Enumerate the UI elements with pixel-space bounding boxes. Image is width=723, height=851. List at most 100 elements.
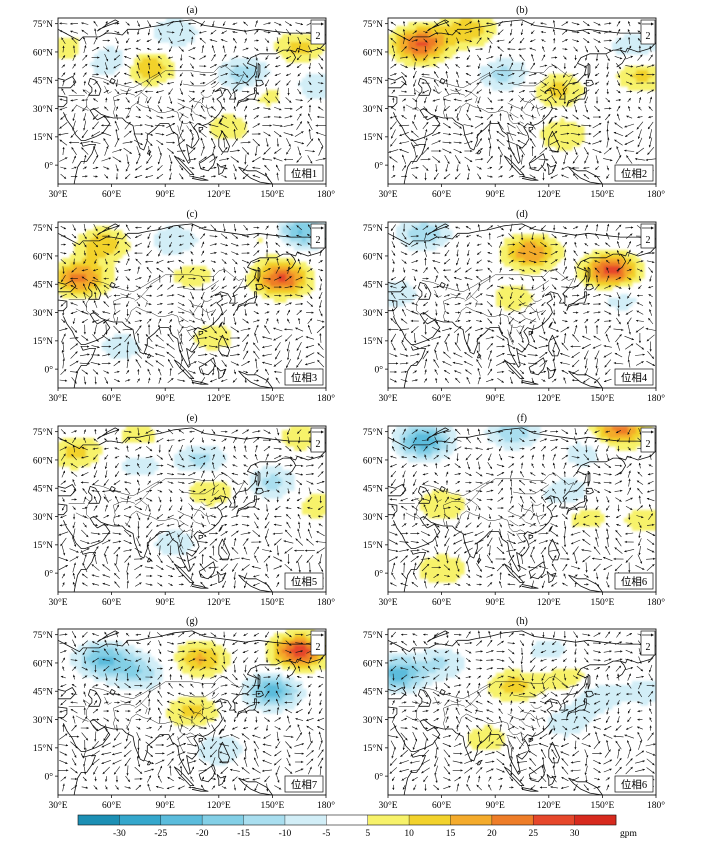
anomaly-cell: [420, 62, 425, 67]
anomaly-cell: [576, 270, 581, 275]
anomaly-cell: [70, 458, 75, 463]
anomaly-cell: [86, 234, 91, 239]
lat-tick-label: 15°N: [33, 132, 53, 143]
anomaly-cell: [102, 58, 107, 63]
anomaly-cell: [294, 238, 299, 243]
anomaly-cell: [86, 446, 91, 451]
lon-tick-label: 30°E: [48, 189, 67, 200]
anomaly-cell: [198, 458, 203, 463]
anomaly-cell: [110, 274, 115, 279]
lat-tick-label: 15°N: [33, 336, 53, 347]
anomaly-cell: [278, 474, 283, 479]
anomaly-cell: [258, 290, 263, 295]
anomaly-cell: [302, 238, 307, 243]
anomaly-cell: [644, 86, 649, 91]
anomaly-cell: [600, 282, 605, 287]
anomaly-cell: [110, 258, 115, 263]
anomaly-cell: [306, 226, 311, 231]
anomaly-cell: [90, 266, 95, 271]
anomaly-cell: [524, 242, 529, 247]
anomaly-cell: [86, 442, 91, 447]
anomaly-cell: [210, 458, 215, 463]
anomaly-cell: [110, 266, 115, 271]
anomaly-cell: [294, 38, 299, 43]
anomaly-cell: [118, 246, 123, 251]
anomaly-cell: [162, 34, 167, 39]
anomaly-cell: [158, 58, 163, 63]
anomaly-cell: [632, 82, 637, 87]
anomaly-cell: [246, 70, 251, 75]
anomaly-cell: [516, 234, 521, 239]
anomaly-cell: [210, 450, 215, 455]
anomaly-cell: [408, 298, 413, 303]
anomaly-cell: [412, 34, 417, 39]
anomaly-cell: [90, 238, 95, 243]
anomaly-cell: [298, 434, 303, 439]
anomaly-cell: [182, 238, 187, 243]
anomaly-cell: [134, 466, 139, 471]
anomaly-cell: [580, 134, 585, 139]
anomaly-cell: [452, 42, 457, 47]
anomaly-cell: [134, 58, 139, 63]
anomaly-cell: [98, 50, 103, 55]
anomaly-cell: [504, 82, 509, 87]
anomaly-cell: [408, 286, 413, 291]
anomaly-cell: [150, 82, 155, 87]
anomaly-cell: [464, 26, 469, 31]
anomaly-cell: [548, 126, 553, 131]
anomaly-cell: [270, 294, 275, 299]
lat-tick-label: 60°N: [33, 47, 53, 58]
anomaly-cell: [492, 82, 497, 87]
anomaly-cell: [182, 230, 187, 235]
anomaly-cell: [612, 298, 617, 303]
anomaly-cell: [262, 258, 267, 263]
anomaly-cell: [536, 250, 541, 255]
lon-tick-label: 180°: [317, 189, 335, 200]
anomaly-cell: [210, 502, 215, 507]
anomaly-cell: [134, 434, 139, 439]
anomaly-cell: [162, 26, 167, 31]
anomaly-cell: [628, 298, 633, 303]
anomaly-cell: [290, 230, 295, 235]
anomaly-cell: [170, 34, 175, 39]
anomaly-cell: [234, 118, 239, 123]
anomaly-cell: [266, 270, 271, 275]
anomaly-cell: [86, 250, 91, 255]
anomaly-cell: [98, 254, 103, 259]
anomaly-cell: [198, 278, 203, 283]
anomaly-cell: [420, 50, 425, 55]
anomaly-cell: [242, 70, 247, 75]
anomaly-cell: [98, 58, 103, 63]
anomaly-cell: [568, 90, 573, 95]
lat-tick-label: 45°N: [33, 280, 53, 291]
anomaly-cell: [198, 498, 203, 503]
anomaly-cell: [150, 458, 155, 463]
anomaly-cell: [508, 246, 513, 251]
anomaly-cell: [416, 62, 421, 67]
anomaly-cell: [540, 246, 545, 251]
anomaly-cell: [608, 258, 613, 263]
lon-tick-label: 30°E: [48, 393, 67, 404]
anomaly-cell: [286, 290, 291, 295]
anomaly-cell: [226, 130, 231, 135]
anomaly-cell: [230, 78, 235, 83]
anomaly-cell: [492, 62, 497, 67]
anomaly-cell: [130, 74, 135, 79]
anomaly-cell: [404, 50, 409, 55]
anomaly-cell: [444, 34, 449, 39]
anomaly-cell: [568, 78, 573, 83]
anomaly-cell: [416, 242, 421, 247]
anomaly-cell: [310, 494, 315, 499]
anomaly-cell: [440, 42, 445, 47]
anomaly-cell: [238, 134, 243, 139]
anomaly-cell: [568, 126, 573, 131]
anomaly-cell: [142, 58, 147, 63]
anomaly-cell: [110, 270, 115, 275]
anomaly-cell: [294, 278, 299, 283]
anomaly-cell: [436, 54, 441, 59]
anomaly-cell: [452, 46, 457, 51]
anomaly-cell: [504, 286, 509, 291]
lon-tick-label: 180°: [317, 393, 335, 404]
anomaly-cell: [78, 278, 83, 283]
anomaly-cell: [298, 290, 303, 295]
